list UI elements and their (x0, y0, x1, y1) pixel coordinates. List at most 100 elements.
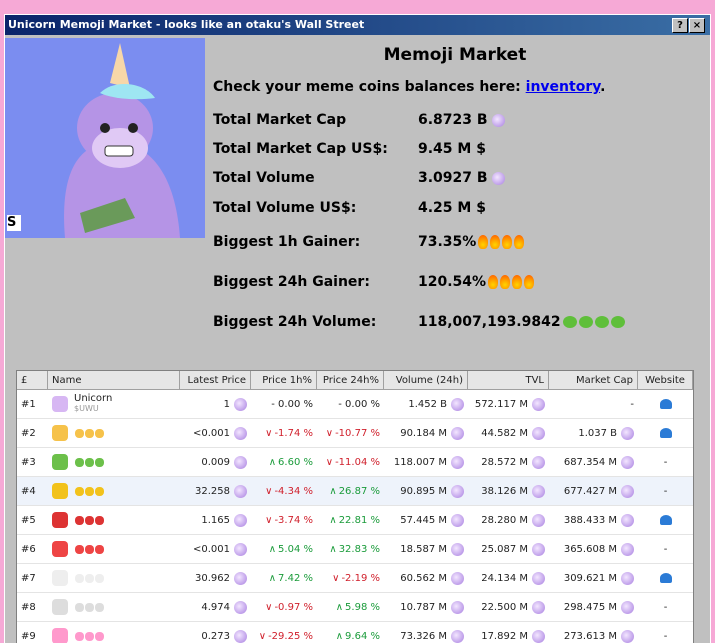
cell: - (638, 622, 693, 643)
coin-icon (52, 541, 68, 557)
stat-label: Biggest 24h Volume: (213, 314, 377, 330)
cell (48, 593, 180, 622)
cell: <0.001 (180, 419, 251, 448)
unicorn-icon (451, 455, 464, 469)
cell: 365.608 M (549, 535, 638, 564)
stat-label: Biggest 1h Gainer: (213, 234, 361, 250)
cell: ∨ -11.04 % (317, 448, 384, 477)
trend-arrow: ∧ (268, 544, 277, 555)
unicorn-icon (621, 484, 634, 498)
column-header[interactable]: Market Cap (549, 371, 638, 390)
unicorn-icon (451, 397, 464, 411)
volume: 57.445 M (400, 515, 447, 526)
cell: 0.273 (180, 622, 251, 643)
coin-ticker: $UWU (74, 404, 99, 413)
percent: -3.74 % (274, 515, 313, 526)
column-header[interactable]: Name (48, 371, 180, 390)
website-link[interactable] (659, 515, 672, 525)
cell (48, 419, 180, 448)
website: - (663, 457, 668, 468)
column-header[interactable]: £ (17, 371, 48, 390)
emoji (95, 428, 104, 438)
price: <0.001 (192, 544, 230, 555)
unicorn-icon (234, 484, 247, 498)
icon (488, 275, 499, 289)
percent: 5.04 % (278, 544, 313, 555)
website: - (663, 602, 668, 613)
cell: 388.433 M (549, 506, 638, 535)
cell: 44.582 M (468, 419, 549, 448)
icon (491, 113, 505, 127)
table-row[interactable]: #1 Unicorn $UWU 1 - 0.00 % - 0.00 % 1.452 B 572… (17, 390, 693, 419)
cell: ∧ 9.64 % (317, 622, 384, 643)
icon (478, 235, 489, 249)
icon (524, 275, 535, 289)
cell: 118.007 M (384, 448, 468, 477)
percent: 26.87 % (338, 486, 380, 497)
percent: -29.25 % (268, 631, 313, 642)
column-header[interactable]: Price 1h% (251, 371, 317, 390)
column-header[interactable]: Website (638, 371, 693, 390)
rank: #3 (21, 457, 36, 468)
cell: #3 (17, 448, 48, 477)
column-header[interactable]: Latest Price (180, 371, 251, 390)
tvl: 28.280 M (481, 515, 528, 526)
cell: 677.427 M (549, 477, 638, 506)
cell (638, 419, 693, 448)
tvl: 25.087 M (481, 544, 528, 555)
coin-emojis (74, 602, 104, 613)
column-header[interactable]: Volume (24h) (384, 371, 468, 390)
unicorn-icon (234, 629, 247, 643)
trend-arrow: ∧ (329, 486, 337, 497)
inventory-link[interactable]: inventory (525, 79, 601, 95)
cell: 1.037 B (549, 419, 638, 448)
coin-emojis (74, 428, 104, 439)
website: - (663, 486, 668, 497)
help-button[interactable]: ? (672, 18, 688, 33)
table-row[interactable]: #2 <0.001 ∨ -1.74 % ∨ -10.77 % 90.184 M 44.582 … (17, 419, 693, 448)
emoji (95, 544, 104, 554)
cell (638, 390, 693, 419)
unicorn-icon (451, 513, 464, 527)
percent: 7.42 % (278, 573, 313, 584)
cell: ∨ -0.97 % (251, 593, 317, 622)
unicorn-icon (621, 629, 634, 643)
unicorn-icon (234, 600, 247, 614)
column-header[interactable]: TVL (468, 371, 549, 390)
unicorn-icon (451, 571, 464, 585)
rank: #7 (21, 573, 36, 584)
icon (502, 235, 513, 249)
website-link[interactable] (659, 428, 672, 438)
unicorn-icon (532, 455, 545, 469)
icon (491, 171, 505, 185)
page-title: Memoji Market (383, 45, 527, 65)
cell: ∧ 22.81 % (317, 506, 384, 535)
trend-arrow: ∨ (325, 428, 334, 439)
table-row[interactable]: #4 32.258 ∨ -4.34 % ∧ 26.87 % 90.895 M 38.126 M… (17, 477, 693, 506)
price: 1 (223, 399, 230, 410)
icon (490, 235, 501, 249)
emoji (85, 602, 94, 612)
unicorn-icon (451, 484, 464, 498)
website-link[interactable] (659, 573, 672, 583)
icon (610, 316, 625, 328)
cell: 273.613 M (549, 622, 638, 643)
stat-value-text: 4.25 M $ (418, 200, 486, 216)
table-row[interactable]: #8 4.974 ∨ -0.97 % ∧ 5.98 % 10.787 M 22.500 M 29… (17, 593, 693, 622)
column-header[interactable]: Price 24h% (317, 371, 384, 390)
unicorn-icon (234, 542, 247, 556)
cell: ∨ -3.74 % (251, 506, 317, 535)
window-title: Unicorn Memoji Market - looks like an ot… (8, 18, 365, 31)
cell: Unicorn $UWU (48, 390, 180, 419)
stat-value-text: 120.54% (418, 274, 487, 290)
mcap: 365.608 M (563, 544, 617, 555)
mcap: 687.354 M (563, 457, 617, 468)
cell: 38.126 M (468, 477, 549, 506)
close-button[interactable]: × (689, 18, 705, 33)
table-row[interactable]: #3 0.009 ∧ 6.60 % ∨ -11.04 % 118.007 M 28.572 M… (17, 448, 693, 477)
website-link[interactable] (659, 399, 672, 409)
